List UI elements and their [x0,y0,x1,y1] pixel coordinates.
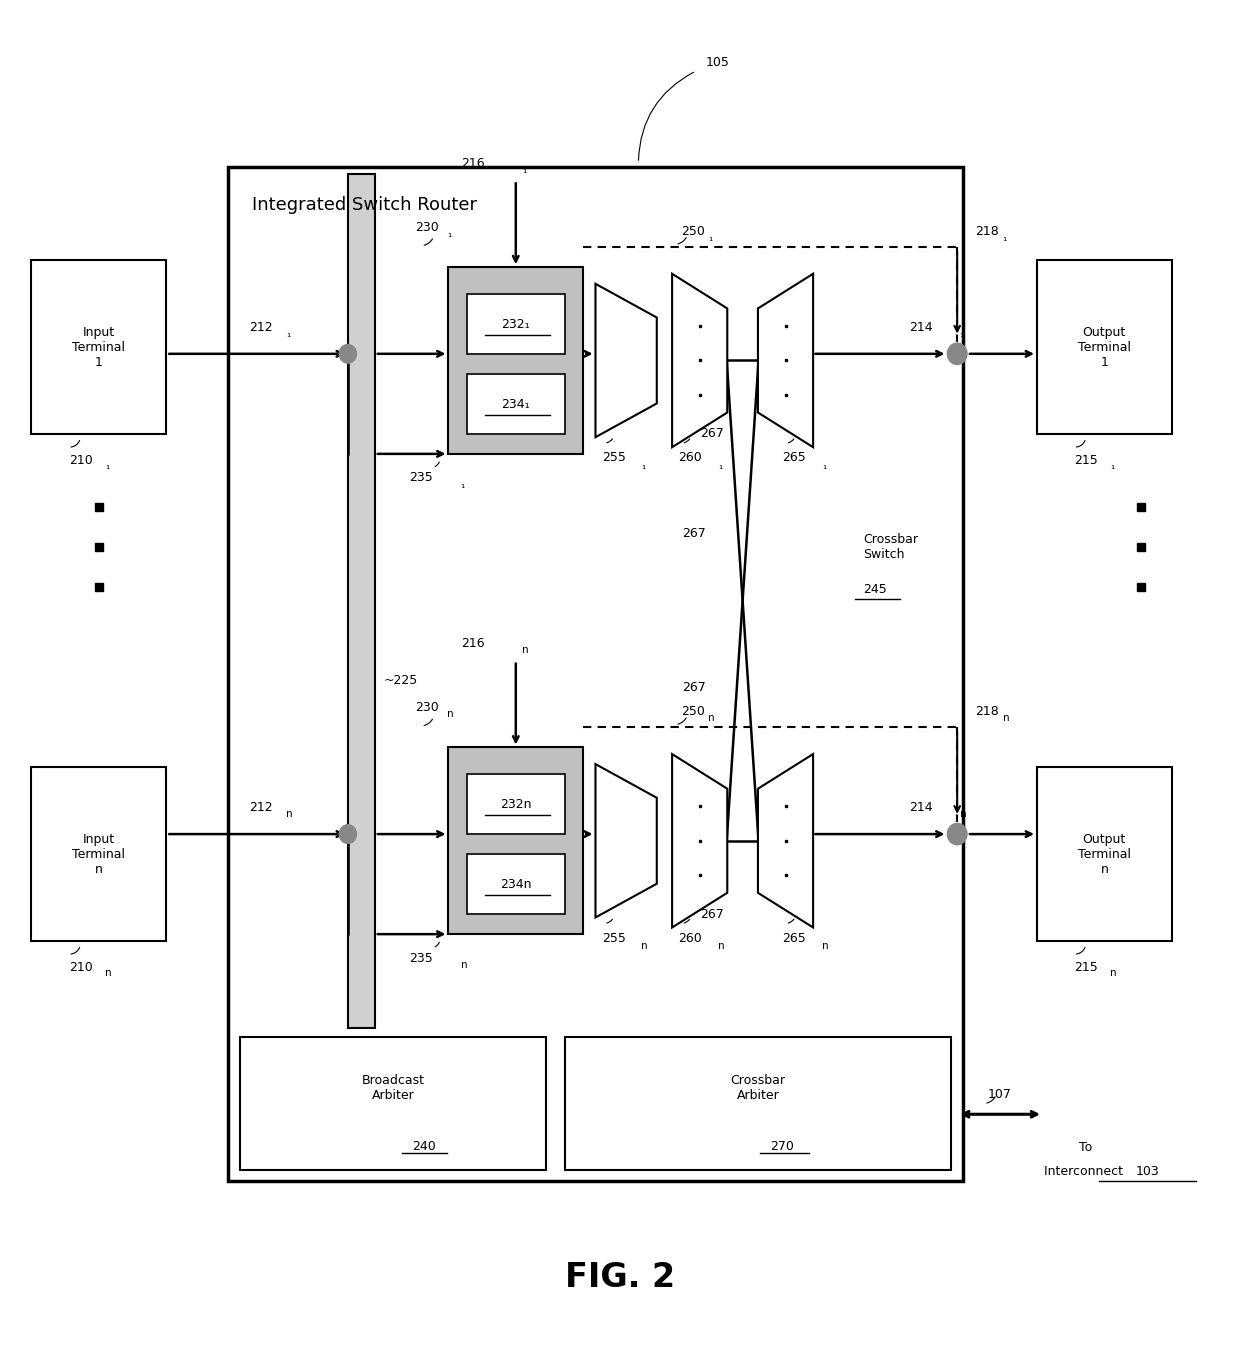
Text: 260: 260 [678,931,702,945]
Bar [449,747,583,934]
Text: ₁: ₁ [708,233,713,243]
Text: ₁: ₁ [822,461,827,470]
Circle shape [340,825,356,844]
Polygon shape [672,754,728,927]
Text: 260: 260 [678,452,702,464]
Polygon shape [595,284,657,437]
Text: 218: 218 [976,705,999,718]
Text: n: n [708,713,715,723]
Polygon shape [758,274,813,448]
Text: 234n: 234n [500,879,532,891]
Text: To: To [1079,1142,1092,1154]
Text: Interconnect: Interconnect [1044,1165,1127,1178]
Text: 216: 216 [461,156,485,170]
Text: 230: 230 [415,701,439,714]
Text: n: n [641,941,647,952]
Bar [466,373,565,434]
Text: 255: 255 [601,931,626,945]
Text: 103: 103 [1136,1165,1159,1178]
Text: ₁: ₁ [460,480,465,489]
Text: Output
Terminal
n: Output Terminal n [1078,833,1131,876]
Text: 107: 107 [988,1088,1012,1101]
Text: 270: 270 [770,1140,795,1153]
Text: n: n [1003,713,1009,723]
Bar [228,167,963,1181]
Bar [1037,767,1172,941]
Text: ₁: ₁ [522,164,526,175]
Text: FIG. 2: FIG. 2 [565,1260,675,1294]
Text: 245: 245 [863,584,887,596]
Text: 265: 265 [782,452,806,464]
Bar [565,1037,951,1170]
Bar [239,1037,547,1170]
Text: n: n [960,809,966,820]
Polygon shape [758,754,813,927]
Text: ₁: ₁ [718,461,723,470]
Bar [31,767,166,941]
Text: 216: 216 [461,636,485,650]
Text: Integrated Switch Router: Integrated Switch Router [252,197,477,214]
Circle shape [947,824,967,845]
Text: 232n: 232n [500,798,532,811]
Bar [466,855,565,914]
Bar [1037,260,1172,434]
Text: 240: 240 [412,1140,435,1153]
Text: 215: 215 [1074,961,1099,973]
Text: 105: 105 [706,57,729,70]
Text: 267: 267 [682,681,706,694]
Text: 212: 212 [249,801,273,814]
Text: 250: 250 [681,225,706,237]
Bar [466,774,565,834]
Text: Broadcast
Arbiter: Broadcast Arbiter [362,1073,424,1101]
Text: ₁: ₁ [105,461,109,470]
Polygon shape [595,764,657,918]
Text: Output
Terminal
1: Output Terminal 1 [1078,326,1131,368]
Text: Input
Terminal
1: Input Terminal 1 [72,326,125,368]
Text: ₁: ₁ [448,229,451,239]
Text: 265: 265 [782,931,806,945]
Text: 230: 230 [415,221,439,233]
Bar [347,174,374,1027]
Text: Crossbar
Switch: Crossbar Switch [863,534,918,561]
Text: 267: 267 [682,527,706,541]
Text: 212: 212 [249,321,273,334]
Bar [466,294,565,353]
Circle shape [340,345,356,363]
Text: 214: 214 [909,321,932,334]
Text: Crossbar
Arbiter: Crossbar Arbiter [730,1073,785,1101]
Text: ₁: ₁ [1003,233,1007,243]
Circle shape [947,344,967,364]
Text: Input
Terminal
n: Input Terminal n [72,833,125,876]
Bar [31,260,166,434]
Text: n: n [1111,968,1117,977]
Text: 210: 210 [69,454,93,466]
Bar [449,267,583,454]
Text: 215: 215 [1074,454,1099,466]
Text: 210: 210 [69,961,93,973]
Text: 250: 250 [681,705,706,718]
Text: 235: 235 [409,952,433,965]
Text: 235: 235 [409,472,433,484]
Text: ₁: ₁ [641,461,645,470]
Text: 267: 267 [701,907,724,921]
Text: 214: 214 [909,801,932,814]
Text: 234₁: 234₁ [501,398,529,411]
Text: ₁: ₁ [286,329,290,338]
Text: ₁: ₁ [1111,461,1115,470]
Text: 218: 218 [976,225,999,237]
Text: n: n [105,968,112,977]
Text: n: n [460,960,467,969]
Text: n: n [822,941,828,952]
Text: n: n [448,709,454,718]
Text: n: n [718,941,724,952]
Text: n: n [522,644,528,655]
Text: 255: 255 [601,452,626,464]
Text: 267: 267 [701,427,724,441]
Text: ~225: ~225 [383,674,418,687]
Polygon shape [672,274,728,448]
Text: ₁: ₁ [960,329,963,338]
Text: 232₁: 232₁ [501,318,529,332]
Text: n: n [286,809,293,820]
